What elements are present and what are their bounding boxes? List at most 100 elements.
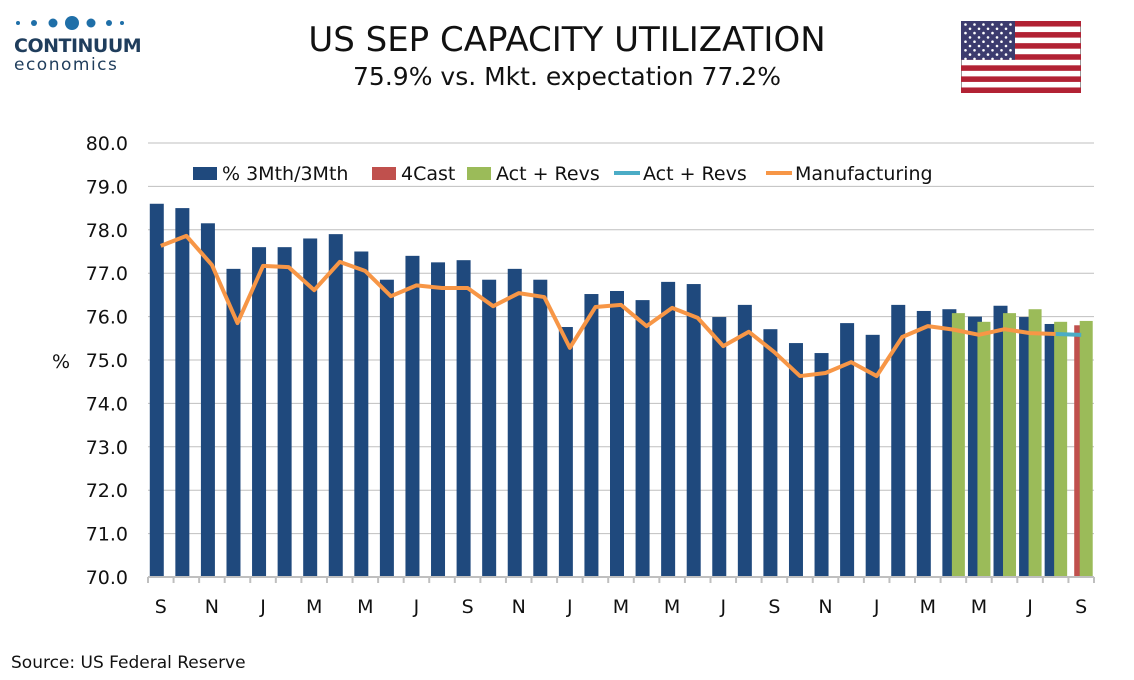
flag-star <box>982 40 985 43</box>
y-tick-label: 72.0 <box>86 480 128 502</box>
flag-stripe <box>961 54 1081 60</box>
x-tick-label: J <box>1026 596 1033 618</box>
y-tick-label: 74.0 <box>86 393 128 415</box>
flag-star <box>982 57 985 61</box>
x-tick-label: N <box>205 596 219 618</box>
flag-star <box>991 23 994 26</box>
legend-act-revs-bar-label: Act + Revs <box>496 163 600 185</box>
flag-star <box>964 49 967 52</box>
flag-star <box>1004 53 1008 56</box>
flag-star <box>995 27 999 31</box>
us-flag-icon <box>961 21 1081 93</box>
y-tick-label: 79.0 <box>86 176 128 198</box>
x-tick-label: J <box>719 596 726 618</box>
bar-3mth <box>379 279 394 577</box>
y-tick-label: 73.0 <box>86 437 128 459</box>
flag-star <box>973 40 976 43</box>
bar-3mth <box>507 268 522 577</box>
bar-3mth <box>763 329 778 577</box>
flag-star <box>1009 40 1012 43</box>
flag-star <box>991 40 994 43</box>
flag-star <box>964 23 967 26</box>
flag-star <box>986 44 990 48</box>
x-tick-label: M <box>613 596 629 618</box>
y-tick-label: 80.0 <box>86 133 128 155</box>
bar-3mth <box>584 294 599 577</box>
legend-4cast-swatch <box>372 167 396 180</box>
flag-star <box>964 31 967 35</box>
flag-star <box>1004 27 1008 31</box>
x-tick-label: J <box>566 596 573 618</box>
y-tick-label: 70.0 <box>86 567 128 589</box>
y-tick-label: 76.0 <box>86 307 128 329</box>
bar-3mth <box>149 203 164 577</box>
bar-3mth <box>482 279 497 577</box>
x-tick-label: N <box>818 596 832 618</box>
x-tick-label: S <box>1075 596 1087 618</box>
logo-name: CONTINUUM <box>14 35 142 57</box>
flag-stripe <box>961 87 1081 93</box>
flag-stripe <box>961 32 1081 38</box>
flag-star <box>964 57 967 61</box>
legend-act-revs-bar-swatch <box>467 167 491 180</box>
flag-star <box>1004 44 1008 48</box>
bar-act-revs <box>1054 321 1068 577</box>
bar-3mth <box>916 310 931 577</box>
flag-star <box>982 49 985 52</box>
flag-star <box>982 31 985 35</box>
bar-3mth <box>456 260 471 577</box>
bar-3mth <box>328 234 343 577</box>
bar-3mth <box>712 317 727 577</box>
y-tick-label: 77.0 <box>86 263 128 285</box>
bar-3mth <box>865 334 880 577</box>
bar-act-revs <box>977 321 991 577</box>
logo: CONTINUUM economics <box>14 14 142 75</box>
bar-3mth <box>891 304 906 577</box>
flag-star <box>973 57 976 61</box>
x-tick-label: M <box>306 596 322 618</box>
legend-4cast-label: 4Cast <box>401 163 455 185</box>
bar-3mth <box>814 353 829 577</box>
bar-3mth <box>354 251 369 577</box>
chart-title: US SEP CAPACITY UTILIZATION <box>308 20 826 60</box>
bar-3mth <box>226 268 241 577</box>
flag-star <box>1000 49 1003 52</box>
flag-star <box>1009 31 1012 35</box>
flag-stripe <box>961 76 1081 82</box>
flag-star <box>986 53 990 56</box>
flag-star <box>1000 31 1003 35</box>
flag-star <box>968 53 972 56</box>
flag-star <box>1009 57 1012 61</box>
y-tick-label: 78.0 <box>86 220 128 242</box>
x-tick-label: S <box>462 596 474 618</box>
flag-star <box>991 57 994 61</box>
chart-subtitle: 75.9% vs. Mkt. expectation 77.2% <box>353 62 781 91</box>
x-tick-label: M <box>357 596 373 618</box>
y-tick-label: 71.0 <box>86 524 128 546</box>
logo-sub: economics <box>14 55 119 75</box>
bar-3mth <box>175 208 190 577</box>
flag-star <box>991 49 994 52</box>
bar-3mth <box>533 279 548 577</box>
x-tick-label: J <box>873 596 880 618</box>
bar-act-revs <box>1028 309 1042 577</box>
bar-3mth <box>200 223 215 578</box>
flag-star <box>977 36 981 39</box>
flag-star <box>973 31 976 35</box>
line-manufacturing <box>160 233 1056 379</box>
bar-act-revs <box>951 313 965 577</box>
bar-3mth <box>405 255 420 577</box>
legend-3mth-swatch <box>193 167 217 180</box>
flag-star <box>973 23 976 26</box>
x-tick-label: M <box>920 596 936 618</box>
bar-3mth <box>686 284 701 577</box>
flag-stripe <box>961 65 1081 71</box>
flag-star <box>1009 49 1012 52</box>
flag-star <box>1000 40 1003 43</box>
flag-star <box>968 44 972 48</box>
y-axis-label: % <box>52 351 70 373</box>
flag-star <box>991 31 994 35</box>
flag-star <box>977 44 981 48</box>
bar-4cast <box>1074 325 1085 577</box>
